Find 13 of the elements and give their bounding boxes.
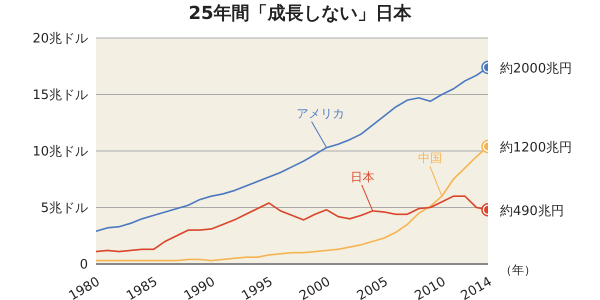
data-label: 約2000兆円 — [500, 61, 572, 76]
y-tick-label: 10兆ドル — [32, 144, 88, 160]
text: 日本 — [350, 170, 375, 184]
y-tick-label: 20兆ドル — [32, 32, 88, 47]
y-tick-label: 5兆ドル — [40, 201, 88, 216]
data-label: 約1200兆円 — [500, 140, 572, 156]
chart-title: 25年間「成長しない」日本 — [187, 2, 413, 26]
series-label: 中国 — [418, 151, 442, 166]
data-label: 約490兆円 — [500, 204, 564, 219]
series-label: アメリカ — [296, 106, 345, 121]
y-tick-label: 15兆ドル — [32, 88, 88, 104]
x-axis-title: （年） — [500, 262, 536, 279]
y-tick-label: 0 — [80, 258, 88, 273]
